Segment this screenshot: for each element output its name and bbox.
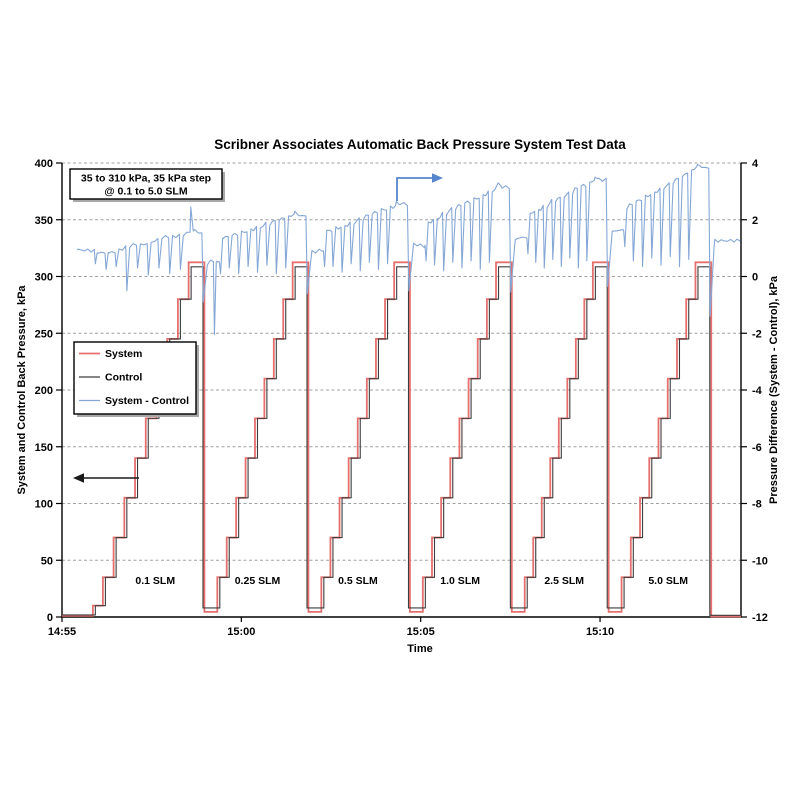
- right-axis-arrow-shaft: [396, 177, 434, 201]
- legend-label-0: System: [105, 348, 142, 360]
- y-left-tick-label: 400: [35, 158, 53, 170]
- x-tick-label: 14:55: [48, 626, 76, 638]
- annotation-line1: 35 to 310 kPa, 35 kPa step: [81, 173, 211, 185]
- right-axis-title: Pressure Difference (System - Control), …: [768, 275, 780, 504]
- y-left-tick-label: 200: [35, 385, 53, 397]
- left-axis-title: System and Control Back Pressure, kPa: [16, 285, 28, 495]
- legend-rows: System Control System - Control: [79, 348, 189, 407]
- flow-rate-label: 0.25 SLM: [235, 575, 281, 587]
- flow-rate-label: 0.1 SLM: [135, 575, 175, 587]
- y-right-tick-label: -12: [752, 612, 768, 624]
- flow-rate-labels-group: 0.1 SLM 0.25 SLM 0.5 SLM 1.0 SLM 2.5 SLM 5.0 …: [135, 575, 688, 587]
- left-axis-arrow-head: [73, 473, 84, 483]
- control-series-path: [62, 266, 741, 616]
- y-left-tick-label: 300: [35, 272, 53, 284]
- y-right-tick-label: 2: [752, 215, 758, 227]
- y-left-tick-label: 350: [35, 215, 53, 227]
- x-axis-title: Time: [407, 643, 432, 655]
- y-left-tick-label: 150: [35, 442, 53, 454]
- flow-rate-label: 1.0 SLM: [440, 575, 480, 587]
- flow-rate-label: 5.0 SLM: [648, 575, 688, 587]
- chart-title: Scribner Associates Automatic Back Press…: [214, 137, 626, 152]
- right-axis-arrow-head: [432, 173, 443, 183]
- y-right-tick-label: -8: [752, 499, 762, 511]
- legend-label-1: Control: [105, 372, 142, 384]
- y-right-tick-label: -2: [752, 328, 762, 340]
- y-right-tick-label: 0: [752, 272, 758, 284]
- flow-rate-label: 0.5 SLM: [338, 575, 378, 587]
- flow-rate-label: 2.5 SLM: [544, 575, 584, 587]
- legend-label-2: System - Control: [105, 395, 189, 407]
- series-group: [62, 163, 741, 618]
- axes-group: 0 50 100 150 200 250 300 350 400 -12 -10 -8 -6 -4 -2 0 2…: [35, 158, 768, 638]
- y-left-tick-label: 0: [47, 612, 53, 624]
- axis-pointer-arrows: [73, 173, 443, 483]
- y-right-tick-label: -10: [752, 555, 768, 567]
- annotation-line2: @ 0.1 to 5.0 SLM: [104, 186, 187, 198]
- y-right-tick-label: -6: [752, 442, 762, 454]
- system-series-path: [62, 261, 741, 618]
- legend: System Control System - Control: [73, 341, 199, 417]
- diff-series-polyline: [76, 163, 741, 336]
- x-tick-label: 15:10: [586, 626, 614, 638]
- y-left-tick-label: 50: [41, 555, 53, 567]
- y-left-tick-label: 250: [35, 328, 53, 340]
- y-right-tick-label: -4: [752, 385, 763, 397]
- annotation-box: 35 to 310 kPa, 35 kPa step @ 0.1 to 5.0 …: [69, 168, 225, 202]
- annotation-frame: [69, 168, 223, 200]
- y-right-tick-label: 4: [752, 158, 759, 170]
- x-tick-label: 15:05: [407, 626, 435, 638]
- y-left-tick-label: 100: [35, 499, 53, 511]
- x-tick-label: 15:00: [227, 626, 255, 638]
